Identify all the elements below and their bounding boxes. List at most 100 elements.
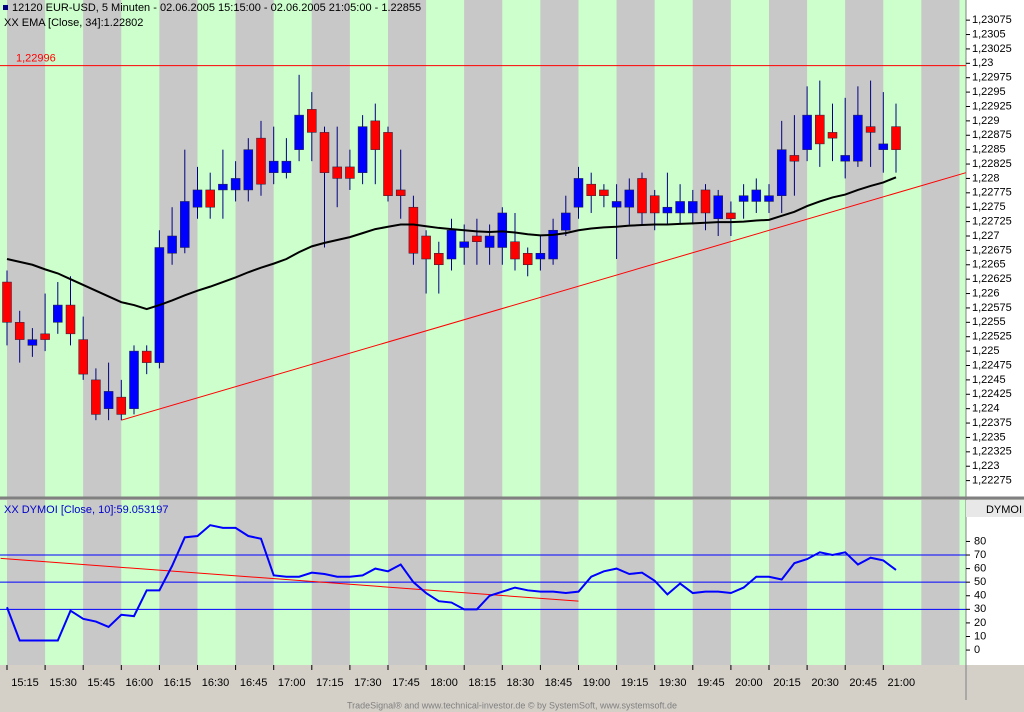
x-tick-label: 20:45: [849, 677, 877, 689]
band: [845, 0, 884, 497]
x-tick-label: 17:15: [316, 677, 344, 689]
x-tick-label: 19:45: [697, 677, 725, 689]
x-tick-label: 20:30: [811, 677, 839, 689]
x-tick-label: 18:00: [430, 677, 458, 689]
osc-axis-label: DYMOI: [986, 504, 1022, 516]
y-tick-label: 1,22925: [972, 100, 1012, 112]
x-tick-label: 19:00: [583, 677, 611, 689]
y-tick-label: 1,22975: [972, 72, 1012, 84]
candle-body: [510, 241, 520, 260]
candle-body: [688, 201, 698, 214]
band: [235, 0, 274, 497]
y-tick-label: 1,22275: [972, 475, 1012, 487]
band: [0, 0, 7, 497]
y-tick-label: 1,22475: [972, 359, 1012, 371]
candle-body: [802, 114, 812, 150]
candle-body: [738, 195, 749, 202]
candle-body: [268, 160, 279, 173]
band: [388, 0, 427, 497]
candle-body: [421, 235, 431, 260]
band: [349, 0, 388, 497]
y-tick-label: 1,22525: [972, 331, 1012, 343]
candle-body: [2, 281, 12, 323]
y-tick-label: 1,23025: [972, 43, 1012, 55]
candle-body: [700, 189, 711, 214]
y-tick-label: 1,22725: [972, 216, 1012, 228]
y2-tick-label: 10: [974, 630, 986, 642]
y-tick-label: 1,23075: [972, 14, 1012, 26]
band: [7, 0, 46, 497]
band: [959, 0, 966, 497]
band: [807, 0, 846, 497]
band: [921, 0, 960, 497]
y-tick-label: 1,22825: [972, 158, 1012, 170]
y-tick-label: 1,2245: [972, 374, 1006, 386]
candle-body: [91, 379, 101, 415]
y2-tick-label: 60: [974, 563, 986, 575]
candle-body: [726, 212, 736, 219]
candle-body: [141, 350, 152, 363]
y-tick-label: 1,2295: [972, 86, 1006, 98]
y-tick-label: 1,228: [972, 172, 1000, 184]
candle-body: [865, 126, 876, 133]
candle-body: [307, 109, 317, 133]
y-tick-label: 1,224: [972, 403, 1000, 415]
candle-body: [27, 339, 38, 346]
y-tick-label: 1,229: [972, 115, 1000, 127]
candle-body: [611, 201, 622, 208]
y-tick-label: 1,2305: [972, 28, 1006, 40]
candle-body: [751, 189, 762, 202]
osc-axis-header: [966, 500, 1024, 517]
y2-tick-label: 0: [974, 644, 980, 656]
band: [730, 0, 769, 497]
title-icon: [3, 5, 8, 10]
price-axis: [966, 0, 1024, 497]
hline-label: 1,22996: [16, 53, 56, 65]
candle-body: [624, 189, 635, 208]
candle-body: [129, 350, 139, 409]
y2-tick-label: 70: [974, 549, 986, 561]
band: [121, 0, 160, 497]
candle-body: [827, 132, 838, 139]
x-tick-label: 16:15: [164, 677, 192, 689]
osc-axis: [966, 500, 1024, 665]
band: [616, 0, 655, 497]
candle-body: [243, 149, 254, 191]
candle-body: [53, 304, 63, 323]
candle-body: [294, 114, 304, 150]
y2-tick-label: 50: [974, 576, 986, 588]
band: [197, 0, 236, 497]
band: [769, 0, 808, 497]
candle-body: [459, 241, 469, 248]
band: [540, 0, 579, 497]
y-tick-label: 1,22875: [972, 129, 1012, 141]
y-tick-label: 1,2275: [972, 201, 1006, 213]
candle-body: [815, 114, 825, 145]
x-tick-label: 20:00: [735, 677, 763, 689]
candle-body: [840, 155, 850, 162]
candle-body: [522, 253, 533, 266]
candle-body: [573, 178, 584, 208]
candle-body: [484, 235, 495, 248]
candle-body: [180, 201, 190, 248]
candle-body: [116, 396, 127, 415]
y-tick-label: 1,226: [972, 287, 1000, 299]
candle-body: [649, 195, 660, 214]
candle-body: [370, 120, 381, 150]
band: [578, 0, 617, 497]
x-tick-label: 15:15: [11, 677, 39, 689]
candle-body: [167, 235, 177, 254]
candle-body: [65, 304, 76, 335]
y-tick-label: 1,2235: [972, 431, 1006, 443]
y-tick-label: 1,227: [972, 230, 1000, 242]
x-tick-label: 16:00: [126, 677, 154, 689]
x-tick-label: 20:15: [773, 677, 801, 689]
candle-body: [40, 333, 50, 340]
x-tick-label: 15:45: [87, 677, 115, 689]
y-tick-label: 1,225: [972, 345, 1000, 357]
y-tick-label: 1,22575: [972, 302, 1012, 314]
y-tick-label: 1,22375: [972, 417, 1012, 429]
y-tick-label: 1,22625: [972, 273, 1012, 285]
candle-body: [599, 189, 609, 196]
x-tick-label: 19:30: [659, 677, 687, 689]
